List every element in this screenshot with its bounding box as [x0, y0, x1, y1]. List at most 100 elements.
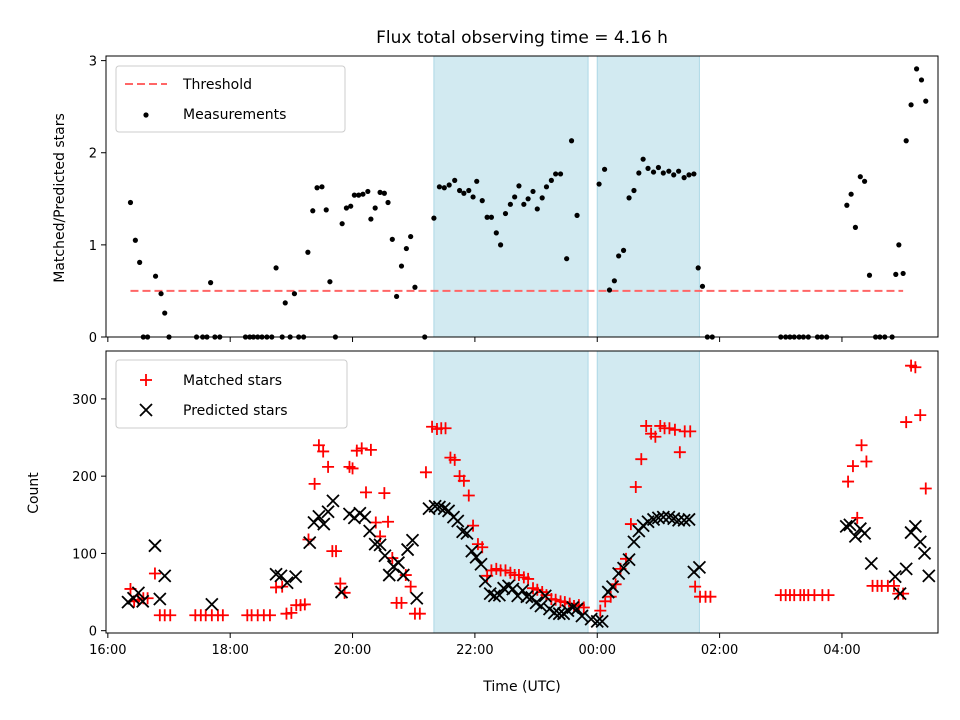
measurement-point — [699, 283, 706, 289]
measurement-point — [640, 156, 646, 162]
measurement-point — [650, 169, 657, 175]
legend-predicted-swatch — [139, 403, 153, 417]
legend-matched-swatch — [140, 374, 152, 386]
predicted-marker — [326, 494, 340, 508]
matched-marker — [346, 462, 359, 475]
bot-axes-frame — [105, 350, 939, 634]
predicted-marker — [303, 535, 317, 550]
bottom-panel: 16:00 18:00 20:00 22:00 00:00 02:00 04:00 0 100 2… — [72, 350, 939, 658]
bottom-axes: 16:00 18:00 20:00 22:00 00:00 02:00 04:00 0 100 2… — [72, 350, 939, 658]
predicted-marker — [857, 526, 872, 540]
matched-marker — [312, 439, 325, 452]
measurement-point — [436, 184, 443, 190]
measurement-point — [351, 192, 357, 198]
measurement-point — [162, 310, 168, 316]
measurement-point — [408, 233, 414, 240]
matched-marker — [467, 519, 480, 532]
matched-marker — [909, 361, 922, 374]
predicted-marker — [460, 526, 474, 540]
predicted-marker — [373, 538, 387, 552]
bottom-y-axis-label: Count — [26, 472, 42, 514]
shaded-span-2 — [596, 350, 700, 634]
x-axis-label: Time (UTC) — [482, 679, 560, 695]
predicted-marker — [590, 614, 604, 629]
measurement-point — [636, 170, 642, 176]
predicted-marker — [358, 510, 372, 524]
bottom-legend-box — [115, 359, 348, 429]
measurement-point — [488, 214, 495, 220]
measurement-point — [655, 164, 662, 171]
matched-marker — [399, 569, 412, 582]
measurement-point — [474, 178, 480, 184]
measurement-point — [393, 293, 400, 300]
measurement-point — [857, 174, 863, 180]
matched-marker — [822, 589, 835, 602]
measurement-point — [137, 259, 143, 265]
measurement-point — [461, 190, 467, 196]
predicted-marker — [148, 539, 162, 553]
predicted-marker — [334, 585, 349, 599]
predicted-marker — [312, 509, 326, 523]
measurement-point — [601, 166, 608, 172]
predicted-marker — [677, 513, 691, 527]
measurement-point — [626, 195, 632, 201]
measurement-point — [389, 236, 395, 242]
matched-marker — [604, 590, 617, 603]
measurement-point — [861, 178, 868, 184]
matched-marker — [317, 445, 330, 458]
measurement-point — [521, 201, 527, 207]
predicted-marker — [913, 535, 927, 549]
measurement-point — [507, 201, 513, 207]
bot-y-tick-label: 100 — [72, 547, 97, 562]
measurement-point — [452, 177, 458, 183]
matched-marker — [322, 460, 335, 473]
matched-marker — [263, 609, 276, 622]
predicted-marker — [917, 546, 932, 561]
matched-marker — [378, 487, 391, 500]
bot-y-tick-label: 0 — [89, 625, 97, 640]
measurement-point — [852, 224, 859, 230]
measurement-point — [660, 170, 666, 176]
measurement-point — [534, 206, 540, 212]
measurement-point — [596, 181, 602, 187]
predicted-marker — [280, 576, 294, 590]
measurement-point — [323, 207, 329, 213]
measurement-point — [848, 191, 854, 197]
measurement-point — [493, 230, 499, 236]
measurement-point — [645, 165, 651, 171]
measurement-point — [553, 171, 559, 177]
measurement-point — [158, 291, 164, 297]
measurement-point — [543, 184, 550, 190]
measurement-point — [691, 171, 697, 177]
measurement-point — [913, 66, 920, 72]
bot-y-tick-label: 300 — [72, 393, 97, 408]
top-axes: 0 1 2 3 — [89, 55, 939, 346]
matched-marker — [476, 541, 489, 554]
measurement-point — [441, 185, 447, 191]
measurement-point — [676, 168, 682, 174]
measurement-point — [339, 221, 345, 227]
x-tick-label: 16:00 — [89, 643, 126, 658]
measurement-point — [348, 203, 354, 209]
measurement-point — [530, 188, 536, 195]
matched-marker — [448, 453, 461, 466]
measurement-point — [385, 199, 391, 206]
predicted-marker — [534, 599, 548, 613]
predicted-marker — [888, 569, 902, 584]
matched-marker — [522, 572, 535, 585]
legend-measurements-label: Measurements — [183, 107, 286, 123]
matched-marker — [649, 430, 662, 443]
matched-marker — [462, 489, 475, 502]
matched-marker — [360, 486, 372, 499]
matched-marker — [668, 423, 681, 436]
predicted-marker — [368, 537, 382, 551]
predicted-marker — [451, 514, 465, 528]
measurement-point — [900, 270, 906, 277]
predicted-marker — [893, 586, 907, 601]
measurement-point — [132, 237, 138, 243]
predicted-marker — [864, 556, 878, 571]
measurement-point — [512, 194, 518, 200]
matched-marker — [624, 518, 637, 531]
matched-marker — [216, 609, 229, 622]
measurement-point — [314, 185, 320, 191]
